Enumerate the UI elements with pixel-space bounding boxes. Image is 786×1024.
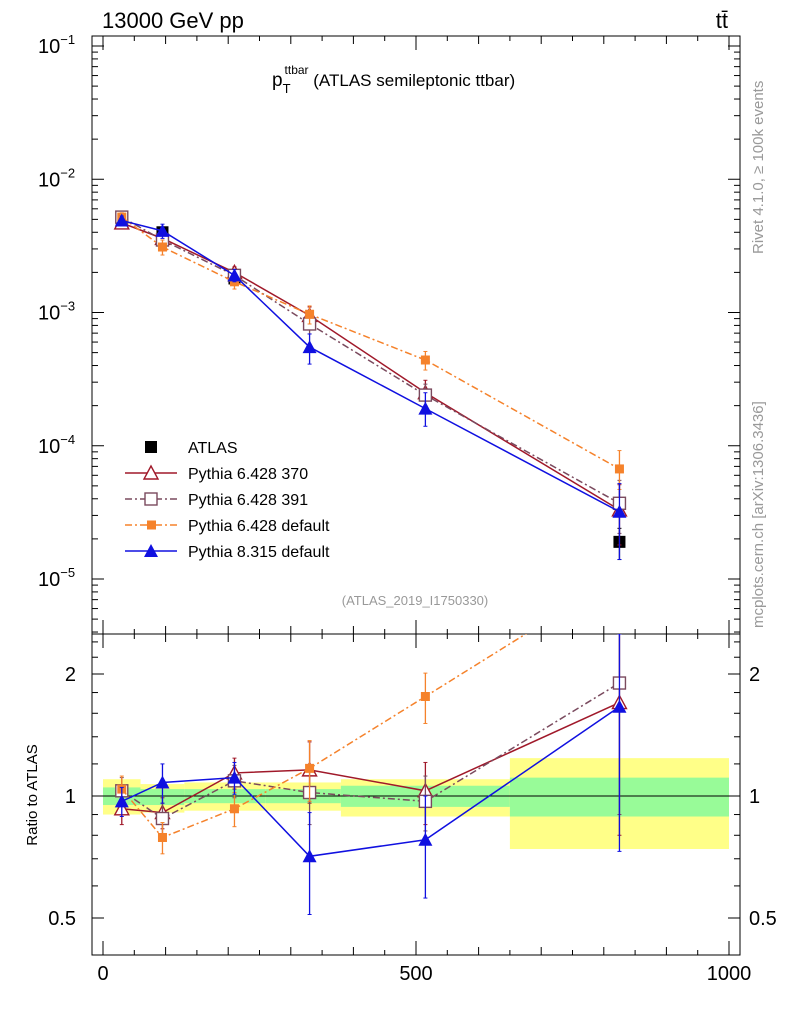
mcplots-label: mcplots.cern.ch [arXiv:1306.3436]: [750, 401, 767, 628]
ratio-y-axis-label: Ratio to ATLAS: [24, 744, 41, 845]
x-tick-label-2: 1000: [707, 963, 752, 985]
legend-marker-p370: [142, 464, 160, 480]
ratio-series-p8: [114, 634, 627, 916]
ratio-point-p6def: [305, 763, 315, 773]
ratio-line-p6def: [121, 634, 528, 839]
main-point-p8: [418, 401, 433, 415]
main-line-p6def: [121, 216, 620, 470]
main-y-tick-label-1: 10−2: [38, 165, 75, 191]
main-y-tick-label-2: 10−3: [38, 299, 75, 325]
legend-entry-p6def: Pythia 6.428 default: [125, 518, 330, 535]
legend: ATLAS Pythia 6.428 370 Pythia 6.428 391 Pyt…: [125, 440, 330, 561]
legend-marker-atlas: [145, 441, 157, 453]
main-point-p6def: [305, 309, 315, 319]
legend-label-p6def: Pythia 6.428 default: [188, 518, 330, 535]
ratio-line-p391: [121, 682, 620, 820]
ratio-point-p8: [114, 794, 129, 808]
main-point-p8: [114, 213, 129, 227]
main-series-p391: [115, 210, 627, 534]
ratio-y-tick-label-left-2: 0.5: [48, 908, 76, 930]
ratio-plot-series: [113, 634, 628, 916]
ratio-y-tick-label-right-2: 0.5: [749, 908, 777, 930]
legend-entry-p391: Pythia 6.428 391: [125, 492, 308, 509]
title-rest: (ATLAS semileptonic ttbar): [309, 71, 516, 90]
main-plot-series: [113, 210, 628, 561]
main-point-p6def: [614, 464, 624, 474]
legend-label-p8: Pythia 8.315 default: [188, 544, 330, 561]
main-series-p8: [114, 213, 627, 561]
legend-marker-p6def: [147, 520, 156, 530]
title-superscript: ttbar: [285, 63, 309, 77]
ratio-y-tick-label-left-1: 1: [65, 786, 76, 808]
main-point-p8: [227, 268, 242, 282]
main-point-p6def: [420, 355, 430, 365]
main-point-p6def: [157, 242, 167, 252]
legend-entry-atlas: ATLAS: [145, 440, 238, 457]
ratio-y-tick-label-left-0: 2: [65, 664, 76, 686]
ratio-y-tick-label-right-1: 1: [749, 786, 760, 808]
legend-label-p370: Pythia 6.428 370: [188, 466, 308, 483]
legend-label-p391: Pythia 6.428 391: [188, 492, 308, 509]
main-point-p8: [612, 504, 627, 518]
legend-marker-p8: [144, 544, 158, 557]
legend-marker-p391: [144, 492, 158, 506]
ratio-point-p8: [612, 699, 627, 713]
header-energy-label: 13000 GeV pp: [102, 8, 244, 33]
main-point-p8: [302, 340, 317, 354]
header-process-label: tt̄: [716, 8, 728, 33]
ratio-y-tick-label-right-0: 2: [749, 664, 760, 686]
ratio-line-p8: [121, 706, 620, 858]
ratio-point-p8: [227, 770, 242, 784]
ratio-point-p6def: [157, 832, 167, 842]
main-line-p8: [121, 219, 620, 513]
x-tick-label-0: 0: [97, 963, 108, 985]
ratio-uncertainty-bands: [92, 758, 740, 849]
ratio-point-p8: [155, 775, 170, 789]
legend-label-atlas: ATLAS: [188, 440, 238, 457]
main-y-tick-label-4: 10−5: [38, 565, 75, 591]
legend-entry-p370: Pythia 6.428 370: [125, 464, 308, 483]
ratio-point-p6def: [420, 691, 430, 701]
x-tick-label-1: 500: [399, 963, 432, 985]
main-line-p370: [121, 222, 620, 511]
main-point-p8: [155, 223, 170, 237]
legend-entry-p8: Pythia 8.315 default: [125, 544, 330, 561]
main-line-p391: [121, 216, 620, 504]
ratio-point-p8: [418, 832, 433, 846]
plot-title: pTttbar (ATLAS semileptonic ttbar): [272, 63, 515, 96]
ratio-point-p8: [302, 849, 317, 863]
rivet-version-label: Rivet 4.1.0, ≥ 100k events: [750, 81, 767, 254]
title-main: p: [272, 70, 283, 91]
analysis-id-label: (ATLAS_2019_I1750330): [342, 593, 488, 608]
main-y-tick-label-3: 10−4: [38, 432, 75, 458]
ratio-line-p370: [121, 701, 620, 814]
ratio-point-p6def: [229, 804, 239, 814]
main-y-tick-label-0: 10−1: [38, 32, 75, 58]
title-subscript: T: [283, 81, 291, 96]
